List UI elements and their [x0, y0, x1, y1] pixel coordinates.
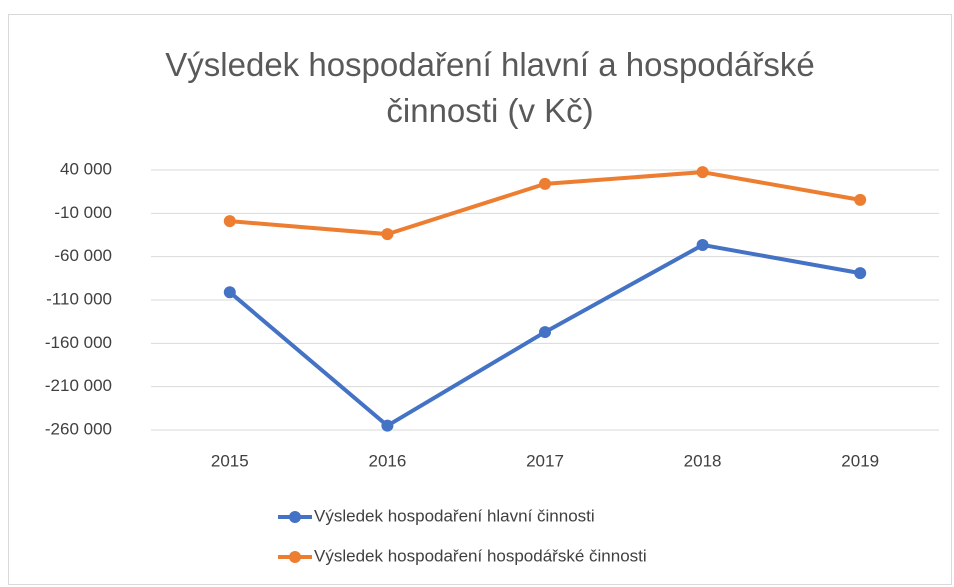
x-tick-label: 2018: [684, 451, 722, 470]
chart-frame: [8, 14, 952, 585]
data-point: [854, 267, 867, 280]
x-tick-label: 2019: [841, 451, 879, 470]
x-tick-label: 2015: [211, 451, 249, 470]
data-point: [696, 166, 709, 179]
data-point: [223, 215, 236, 228]
y-tick-label: -160 000: [45, 333, 112, 352]
y-tick-label: -210 000: [45, 376, 112, 395]
data-point: [223, 286, 236, 299]
y-tick-label: 40 000: [60, 159, 112, 178]
x-tick-label: 2017: [526, 451, 564, 470]
data-point: [854, 193, 867, 206]
y-tick-label: -260 000: [45, 419, 112, 438]
legend-marker: [289, 511, 301, 523]
data-point: [381, 228, 394, 241]
data-point: [539, 326, 551, 339]
legend-label: Výsledek hospodaření hlavní činnosti: [314, 506, 595, 525]
data-point: [381, 419, 394, 432]
data-point: [696, 238, 709, 251]
legend-marker: [289, 551, 301, 563]
data-point: [539, 177, 551, 190]
legend-label: Výsledek hospodaření hospodářské činnost…: [314, 546, 647, 565]
y-tick-label: -10 000: [54, 203, 112, 222]
y-tick-label: -60 000: [54, 246, 112, 265]
chart-title: Výsledek hospodaření hlavní a hospodářsk…: [165, 46, 815, 129]
x-tick-label: 2016: [368, 451, 406, 470]
y-tick-label: -110 000: [46, 289, 112, 308]
